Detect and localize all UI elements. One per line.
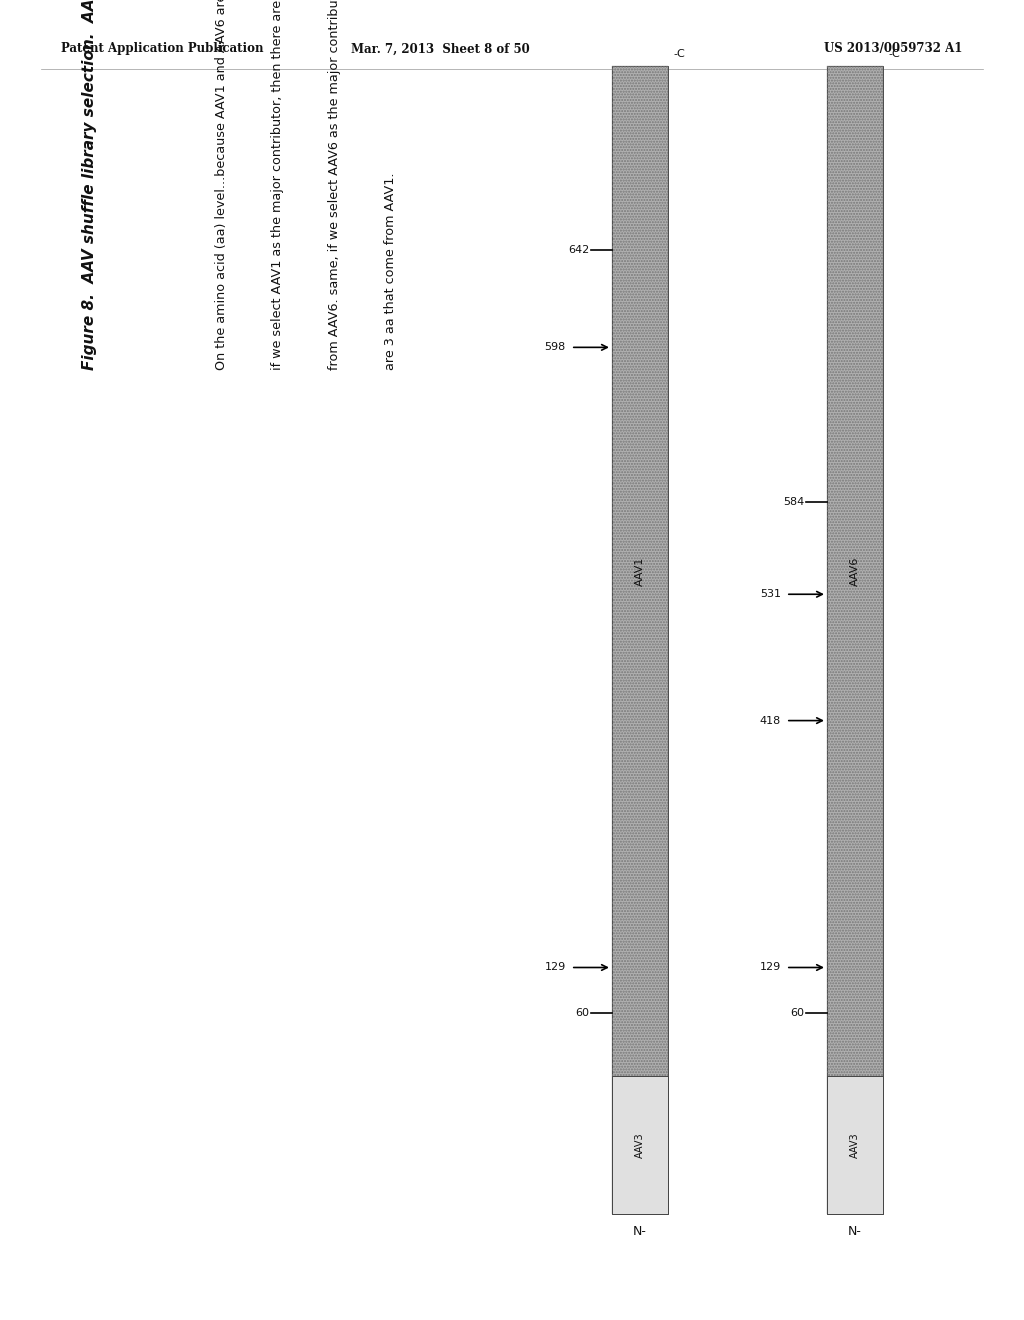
Bar bbox=[827, 66, 883, 1214]
Bar bbox=[612, 66, 669, 1214]
Bar bbox=[612, 1076, 669, 1214]
Text: AAV3: AAV3 bbox=[850, 1133, 860, 1158]
Text: AAV6: AAV6 bbox=[850, 556, 860, 586]
Text: AAV3: AAV3 bbox=[635, 1133, 645, 1158]
Text: N-: N- bbox=[633, 1225, 647, 1238]
Text: US 2013/0059732 A1: US 2013/0059732 A1 bbox=[824, 42, 963, 55]
Text: Mar. 7, 2013  Sheet 8 of 50: Mar. 7, 2013 Sheet 8 of 50 bbox=[351, 42, 529, 55]
Text: if we select AAV1 as the major contributor, then there are 3 aa that come: if we select AAV1 as the major contribut… bbox=[271, 0, 285, 370]
Bar bbox=[827, 1076, 883, 1214]
Text: 598: 598 bbox=[545, 342, 565, 352]
Text: from AAV6. same, if we select AAV6 as the major contributor, then there: from AAV6. same, if we select AAV6 as th… bbox=[328, 0, 341, 370]
Text: 60: 60 bbox=[791, 1008, 805, 1019]
Text: -C: -C bbox=[888, 49, 900, 59]
Text: are 3 aa that come from AAV1.: are 3 aa that come from AAV1. bbox=[384, 172, 397, 370]
Text: N-: N- bbox=[848, 1225, 862, 1238]
Bar bbox=[827, 66, 883, 1214]
Text: 60: 60 bbox=[575, 1008, 590, 1019]
Text: On the amino acid (aa) level...because AAV1 and AAV6 are very similar,: On the amino acid (aa) level...because A… bbox=[215, 0, 228, 370]
Text: 129: 129 bbox=[545, 962, 565, 973]
Bar bbox=[612, 66, 669, 1214]
Text: 584: 584 bbox=[783, 498, 805, 507]
Text: 129: 129 bbox=[760, 962, 780, 973]
Text: 418: 418 bbox=[760, 715, 780, 726]
Text: Patent Application Publication: Patent Application Publication bbox=[61, 42, 264, 55]
Text: AAV1: AAV1 bbox=[635, 556, 645, 586]
Text: 642: 642 bbox=[568, 244, 590, 255]
Text: -C: -C bbox=[674, 49, 685, 59]
Text: 531: 531 bbox=[760, 589, 780, 599]
Text: Figure 8.  AAV shuffle library selection.  AAV-PAEC.: Figure 8. AAV shuffle library selection.… bbox=[82, 0, 97, 370]
